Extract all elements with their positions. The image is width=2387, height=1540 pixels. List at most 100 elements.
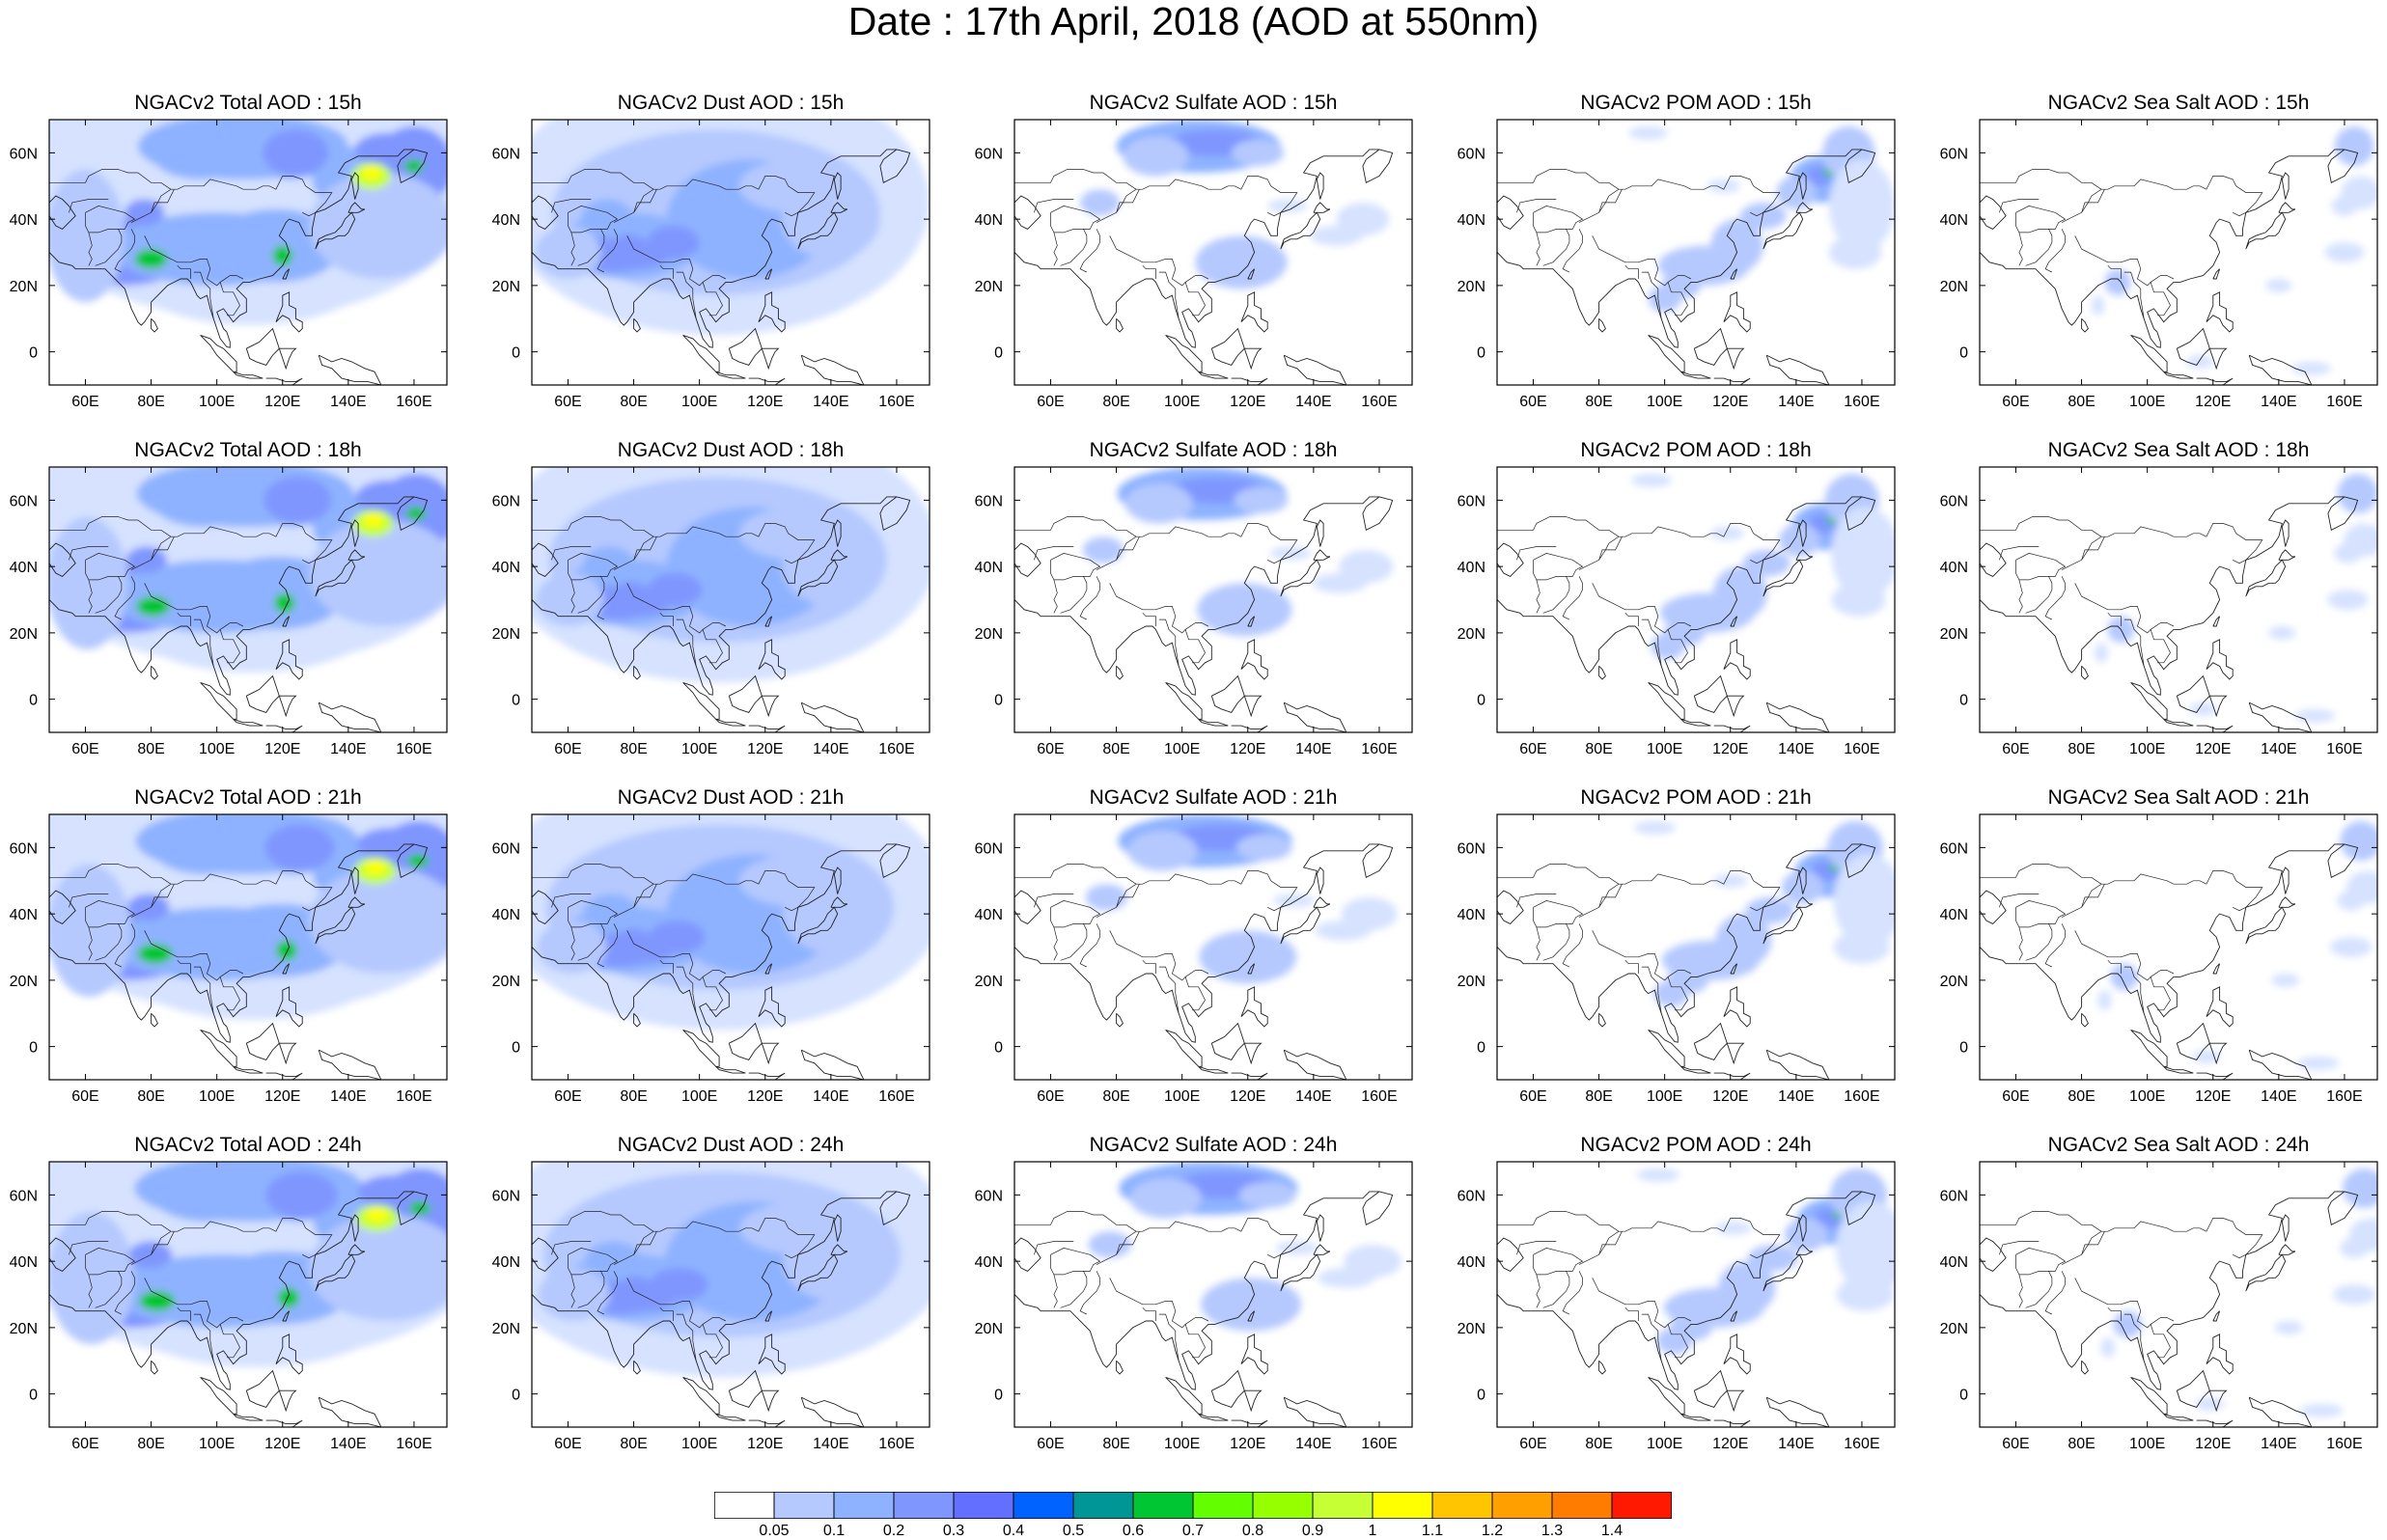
lon-tick-label: 160E <box>396 394 431 410</box>
coastline <box>1765 1396 1830 1427</box>
country-border <box>659 1307 674 1321</box>
country-border <box>2123 271 2145 319</box>
aod-blob <box>2195 1397 2225 1411</box>
coastline <box>1598 1012 1606 1028</box>
lat-tick-label: 0 <box>1477 345 1485 362</box>
country-border <box>1034 894 1074 908</box>
lat-tick-label: 0 <box>1959 693 1968 709</box>
lon-tick-label: 120E <box>1230 1436 1265 1452</box>
aod-blob <box>363 513 384 527</box>
country-border <box>2150 629 2171 664</box>
lat-tick-label: 60N <box>975 840 1003 857</box>
country-border <box>130 536 175 570</box>
lat-tick-label: 0 <box>1477 1040 1485 1057</box>
aod-blob <box>1195 235 1288 289</box>
country-border <box>1562 576 1583 620</box>
aod-blob <box>134 249 168 269</box>
lat-tick-label: 40N <box>1940 907 1968 923</box>
coastline <box>2278 896 2296 908</box>
country-border <box>1562 229 1583 273</box>
lon-tick-label: 140E <box>330 741 366 757</box>
lon-tick-label: 60E <box>1519 741 1546 757</box>
panel-title: NGACv2 POM AOD : 15h <box>1580 92 1812 114</box>
country-border <box>1536 926 1540 961</box>
coastline <box>1014 843 1394 1043</box>
coastline <box>2248 1049 2313 1080</box>
aod-blob <box>1834 930 1890 964</box>
country-border <box>2015 553 2067 581</box>
map-panel-dust: 60E 80E 100E 120E 140E 160E 60N 40N 20N 0 <box>492 119 930 410</box>
aod-blob <box>1745 896 1794 924</box>
coastline <box>682 1029 720 1067</box>
coastline <box>1247 1310 1256 1322</box>
coastline <box>1247 963 1256 975</box>
aod-blob <box>308 1215 447 1321</box>
colorbar-swatch <box>1192 1492 1254 1519</box>
aod-blob <box>2094 643 2108 663</box>
aod-blob <box>1653 979 1689 1007</box>
colorbar-swatch <box>953 1492 1014 1519</box>
aod-blob <box>2271 974 2300 987</box>
country-border <box>1497 169 1620 190</box>
lon-tick-label: 120E <box>264 1436 300 1452</box>
aod-blob <box>1235 834 1292 862</box>
lat-tick-label: 40N <box>1457 560 1485 576</box>
country-border <box>1060 229 1088 266</box>
country-border <box>1267 559 1281 564</box>
coastline <box>2081 1360 2089 1375</box>
lon-tick-label: 100E <box>681 1436 717 1452</box>
map-frame <box>1496 1161 1896 1428</box>
aod-blob <box>1275 1241 1319 1255</box>
lat-tick-label: 40N <box>10 1254 38 1271</box>
coastline <box>278 695 297 718</box>
country-border <box>1598 1218 1781 1255</box>
country-border <box>2081 523 2263 561</box>
country-border <box>2025 576 2053 614</box>
lon-tick-label: 160E <box>396 1436 431 1452</box>
colorbar-label: 0.4 <box>1002 1523 1025 1539</box>
colorbar-swatch <box>1132 1492 1194 1519</box>
lon-tick-label: 120E <box>2195 1088 2231 1105</box>
country-border <box>88 1274 93 1308</box>
panel-title: NGACv2 Dust AOD : 18h <box>617 439 845 461</box>
country-border <box>1158 271 1180 319</box>
aod-blob <box>309 173 447 279</box>
coastline <box>1014 890 1041 924</box>
country-border <box>676 1313 697 1361</box>
coastline <box>2208 347 2228 371</box>
coastline <box>1497 195 1524 230</box>
country-border <box>570 232 575 266</box>
coastline <box>49 496 429 696</box>
aod-blob <box>1831 583 1886 617</box>
lon-tick-label: 60E <box>554 741 581 757</box>
country-border <box>1598 523 1781 561</box>
map-frame <box>48 466 448 733</box>
colorbar-swatch <box>1252 1492 1314 1519</box>
coastline <box>1680 1065 1711 1074</box>
lon-tick-label: 160E <box>2326 1436 2362 1452</box>
aod-blob <box>1238 1181 1296 1209</box>
lat-tick-label: 20N <box>1940 974 1968 990</box>
coastline <box>532 542 559 577</box>
lat-tick-label: 40N <box>492 907 520 923</box>
aod-blob <box>1127 831 1198 871</box>
coastline <box>761 695 780 718</box>
country-border <box>1079 229 1100 273</box>
colorbar <box>714 1492 1672 1519</box>
country-border <box>144 583 244 634</box>
country-border <box>2061 189 2105 223</box>
coastline <box>1598 665 1606 680</box>
lat-tick-label: 40N <box>10 907 38 923</box>
coastline <box>282 1310 291 1322</box>
coastline <box>1165 334 1203 372</box>
lat-tick-label: 60N <box>1940 146 1968 162</box>
lat-tick-label: 0 <box>512 1388 520 1404</box>
lon-tick-label: 60E <box>2002 1436 2029 1452</box>
coastline <box>2196 1072 2234 1080</box>
country-border <box>1267 906 1281 912</box>
lon-tick-label: 120E <box>2195 1436 2231 1452</box>
panel-title: NGACv2 Dust AOD : 15h <box>617 92 845 114</box>
country-border <box>151 523 333 561</box>
coastline <box>800 1396 865 1427</box>
aod-blob <box>2332 1284 2376 1305</box>
